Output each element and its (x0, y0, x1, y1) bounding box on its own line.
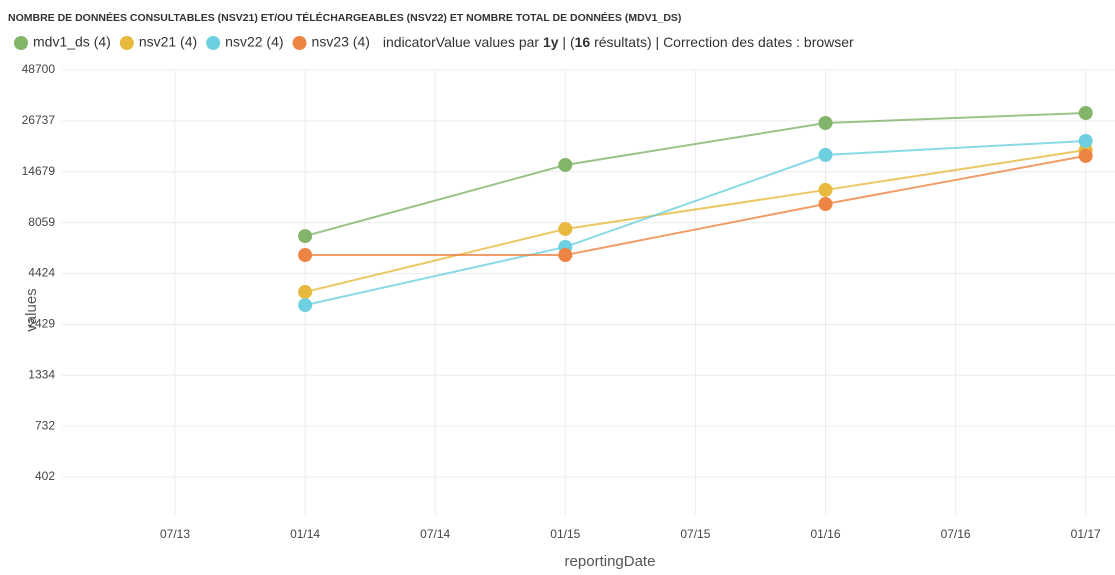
data-point (558, 221, 573, 236)
x-tick-label: 01/17 (1071, 527, 1101, 541)
y-tick-label: 14679 (22, 164, 56, 178)
legend-note-part: 16 (575, 34, 591, 50)
data-point (1078, 148, 1093, 163)
legend-note-part: | ( (559, 34, 575, 50)
legend-label: nsv23 (4) (312, 34, 370, 50)
legend-note-part: 1y (543, 34, 559, 50)
legend-swatch (119, 36, 134, 50)
data-point (558, 248, 573, 263)
x-tick-label: 07/13 (160, 527, 190, 541)
legend-note-part: indicatorValue values par (383, 34, 543, 50)
y-tick-label: 26737 (22, 113, 56, 127)
series-line (305, 154, 1086, 257)
data-point (298, 229, 313, 244)
data-point (818, 147, 833, 162)
data-point (558, 157, 573, 172)
x-tick-label: 01/14 (290, 527, 320, 541)
y-tick-label: 8059 (28, 215, 55, 229)
legend-swatch (292, 36, 307, 50)
y-tick-label: 732 (35, 418, 55, 432)
chart-title: NOMBRE DE DONNÉES CONSULTABLES (NSV21) E… (8, 11, 681, 24)
series-line (304, 149, 1086, 293)
x-tick-label: 07/15 (680, 527, 710, 541)
x-tick-label: 07/14 (420, 527, 450, 541)
series-line (304, 111, 1086, 238)
y-tick-label: 1334 (28, 367, 55, 381)
legend-note-part: résultats) | Correction des dates : brow… (590, 34, 854, 50)
data-point (818, 182, 833, 197)
x-tick-label: 01/15 (550, 527, 580, 541)
data-point (298, 248, 313, 263)
data-point (1078, 133, 1093, 148)
x-tick-label: 01/16 (810, 527, 840, 541)
y-tick-label: 2429 (28, 317, 55, 331)
y-tick-label: 48700 (22, 62, 56, 76)
data-point (298, 284, 313, 299)
data-point (818, 115, 833, 130)
legend-label: nsv22 (4) (225, 34, 283, 50)
data-point (1078, 105, 1093, 120)
legend-note: indicatorValue values par 1y | (16 résul… (383, 34, 854, 50)
data-point (298, 298, 313, 313)
y-tick-label: 4424 (28, 266, 55, 280)
series-line (304, 139, 1086, 307)
x-axis-label: reportingDate (565, 553, 656, 570)
legend-swatch (14, 36, 28, 50)
data-point (818, 196, 833, 211)
y-tick-label: 402 (35, 469, 55, 483)
legend-swatch (206, 36, 221, 50)
legend-label: nsv21 (4) (139, 34, 197, 50)
x-tick-label: 07/16 (941, 527, 971, 541)
y-axis-label: values (23, 288, 40, 331)
legend-label: mdv1_ds (4) (33, 34, 111, 50)
